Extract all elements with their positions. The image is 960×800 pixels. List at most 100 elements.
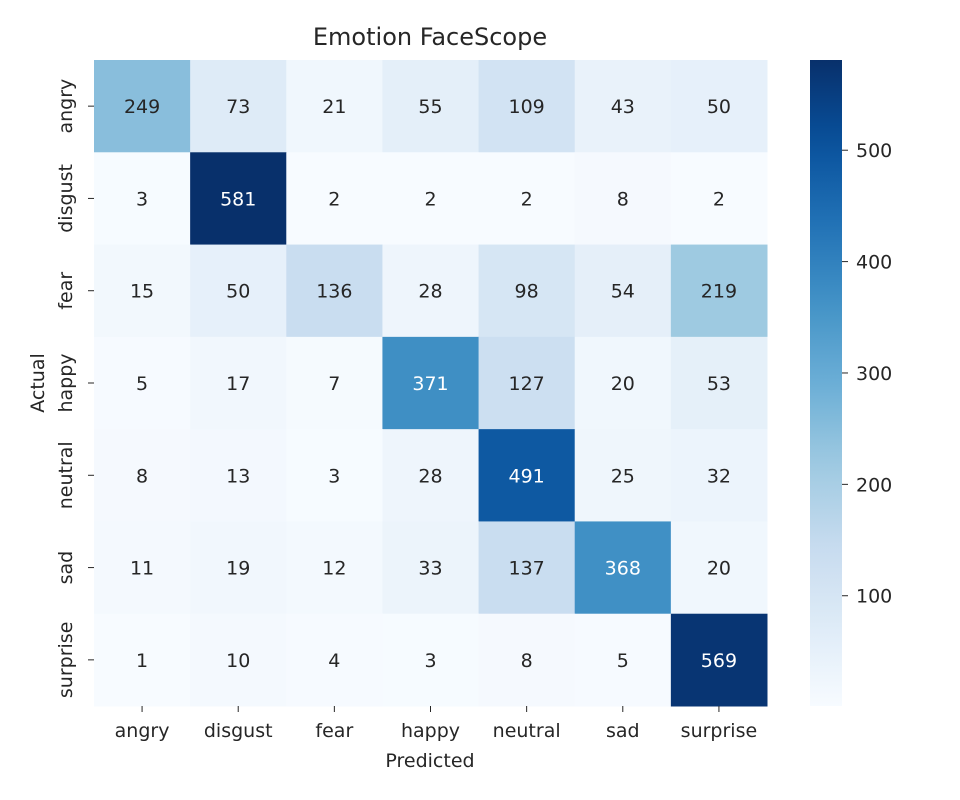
heatmap-cell-happy-sad <box>574 336 672 430</box>
heatmap-cell-happy-neutral <box>478 336 576 430</box>
cell-value-label: 50 <box>707 96 731 118</box>
cell-value-label: 368 <box>605 558 641 580</box>
heatmap-cell-disgust-disgust <box>190 152 287 246</box>
x-tick-label: surprise <box>681 720 758 742</box>
colorbar-tick-label: 400 <box>856 252 892 274</box>
cell-value-label: 8 <box>136 465 148 487</box>
cell-value-label: 4 <box>328 650 340 672</box>
heatmap-cell-angry-sad <box>574 60 672 153</box>
x-tick-label: disgust <box>204 720 273 742</box>
cell-value-label: 136 <box>316 281 352 303</box>
cell-value-label: 127 <box>509 373 545 395</box>
cell-value-label: 2 <box>521 188 533 210</box>
heatmap-cell-fear-neutral <box>478 244 576 338</box>
y-tick-label: disgust <box>55 164 77 233</box>
heatmap-cell-surprise-neutral <box>478 613 576 707</box>
x-tick-label: angry <box>115 720 170 742</box>
cell-value-label: 21 <box>322 96 346 118</box>
cell-value-label: 98 <box>515 281 539 303</box>
cell-value-label: 19 <box>226 558 250 580</box>
heatmap-cell-disgust-sad <box>574 152 672 246</box>
colorbar-tick-label: 500 <box>856 140 892 162</box>
colorbar <box>810 60 842 706</box>
heatmap-cell-fear-fear <box>286 244 383 338</box>
cell-value-label: 371 <box>412 373 448 395</box>
cell-value-label: 1 <box>136 650 148 672</box>
heatmap-cell-sad-angry <box>94 521 191 615</box>
cell-value-label: 73 <box>226 96 250 118</box>
y-axis-label: Actual <box>27 353 49 413</box>
heatmap-cell-fear-disgust <box>190 244 287 338</box>
chart-title: Emotion FaceScope <box>313 23 547 51</box>
heatmap-cell-neutral-neutral <box>478 429 576 522</box>
heatmap-cell-fear-happy <box>382 244 480 338</box>
cell-value-label: 249 <box>124 96 160 118</box>
heatmap-cell-sad-disgust <box>190 521 287 615</box>
cell-value-label: 13 <box>226 465 250 487</box>
cell-value-label: 219 <box>701 281 737 303</box>
heatmap-cell-surprise-happy <box>382 613 480 707</box>
heatmap-cell-neutral-fear <box>286 429 383 522</box>
heatmap-cell-angry-disgust <box>190 60 287 153</box>
y-tick-label: neutral <box>55 441 77 509</box>
heatmap-cell-angry-happy <box>382 60 480 153</box>
cell-value-label: 28 <box>418 281 442 303</box>
cell-value-label: 20 <box>707 558 731 580</box>
cell-value-label: 7 <box>328 373 340 395</box>
cell-value-label: 11 <box>130 558 154 580</box>
cell-value-label: 53 <box>707 373 731 395</box>
colorbar-tick-label: 100 <box>856 586 892 608</box>
cell-value-label: 55 <box>418 96 442 118</box>
heatmap-cell-happy-surprise <box>670 336 768 430</box>
x-tick-label: fear <box>315 720 353 742</box>
y-tick-label: happy <box>55 353 77 412</box>
heatmap-cell-neutral-disgust <box>190 429 287 522</box>
colorbar-ticks: 100 200 300 400 500 <box>842 140 892 608</box>
cell-value-label: 8 <box>521 650 533 672</box>
cell-value-label: 12 <box>322 558 346 580</box>
heatmap-cell-neutral-angry <box>94 429 191 522</box>
cell-value-label: 5 <box>136 373 148 395</box>
heatmap-cell-angry-fear <box>286 60 383 153</box>
heatmap-cell-surprise-surprise <box>670 613 768 707</box>
cell-value-label: 569 <box>701 650 737 672</box>
x-axis-ticks: angry disgust fear happy neutral sad surprise <box>115 706 758 742</box>
heatmap-cell-sad-surprise <box>670 521 768 615</box>
cell-value-label: 2 <box>713 188 725 210</box>
x-tick-label: sad <box>606 720 640 742</box>
heatmap-cell-disgust-fear <box>286 152 383 246</box>
cell-value-label: 109 <box>509 96 545 118</box>
heatmap-cells <box>94 60 768 707</box>
heatmap-cell-sad-sad <box>574 521 672 615</box>
heatmap-cell-fear-sad <box>574 244 672 338</box>
heatmap-cell-angry-surprise <box>670 60 768 153</box>
x-tick-label: happy <box>401 720 460 742</box>
cell-value-label: 3 <box>136 188 148 210</box>
heatmap-cell-disgust-neutral <box>478 152 576 246</box>
cell-value-label: 54 <box>611 281 635 303</box>
cell-value-label: 33 <box>418 558 442 580</box>
heatmap-cell-disgust-angry <box>94 152 191 246</box>
cell-value-label: 43 <box>611 96 635 118</box>
heatmap-cell-neutral-sad <box>574 429 672 522</box>
y-tick-label: fear <box>55 272 77 310</box>
heatmap-cell-fear-angry <box>94 244 191 338</box>
heatmap-cell-happy-happy <box>382 336 480 430</box>
colorbar-tick-label: 300 <box>856 363 892 385</box>
x-tick-label: neutral <box>493 720 561 742</box>
cell-value-label: 15 <box>130 281 154 303</box>
cell-value-label: 3 <box>424 650 436 672</box>
y-axis-ticks: angry disgust fear happy neutral sad surprise <box>55 79 94 698</box>
heatmap-cell-angry-angry <box>94 60 191 153</box>
cell-value-label: 5 <box>617 650 629 672</box>
cell-value-label: 50 <box>226 281 250 303</box>
cell-value-label: 25 <box>611 465 635 487</box>
y-tick-label: surprise <box>55 622 77 699</box>
heatmap-cell-happy-fear <box>286 336 383 430</box>
cell-value-label: 137 <box>509 558 545 580</box>
cell-value-label: 10 <box>226 650 250 672</box>
heatmap-cell-labels: 249 73 21 55 109 43 503 581 2 2 2 8 215 50 136 28 98 54 21… <box>124 96 737 672</box>
cell-value-label: 581 <box>220 188 256 210</box>
cell-value-label: 32 <box>707 465 731 487</box>
cell-value-label: 20 <box>611 373 635 395</box>
